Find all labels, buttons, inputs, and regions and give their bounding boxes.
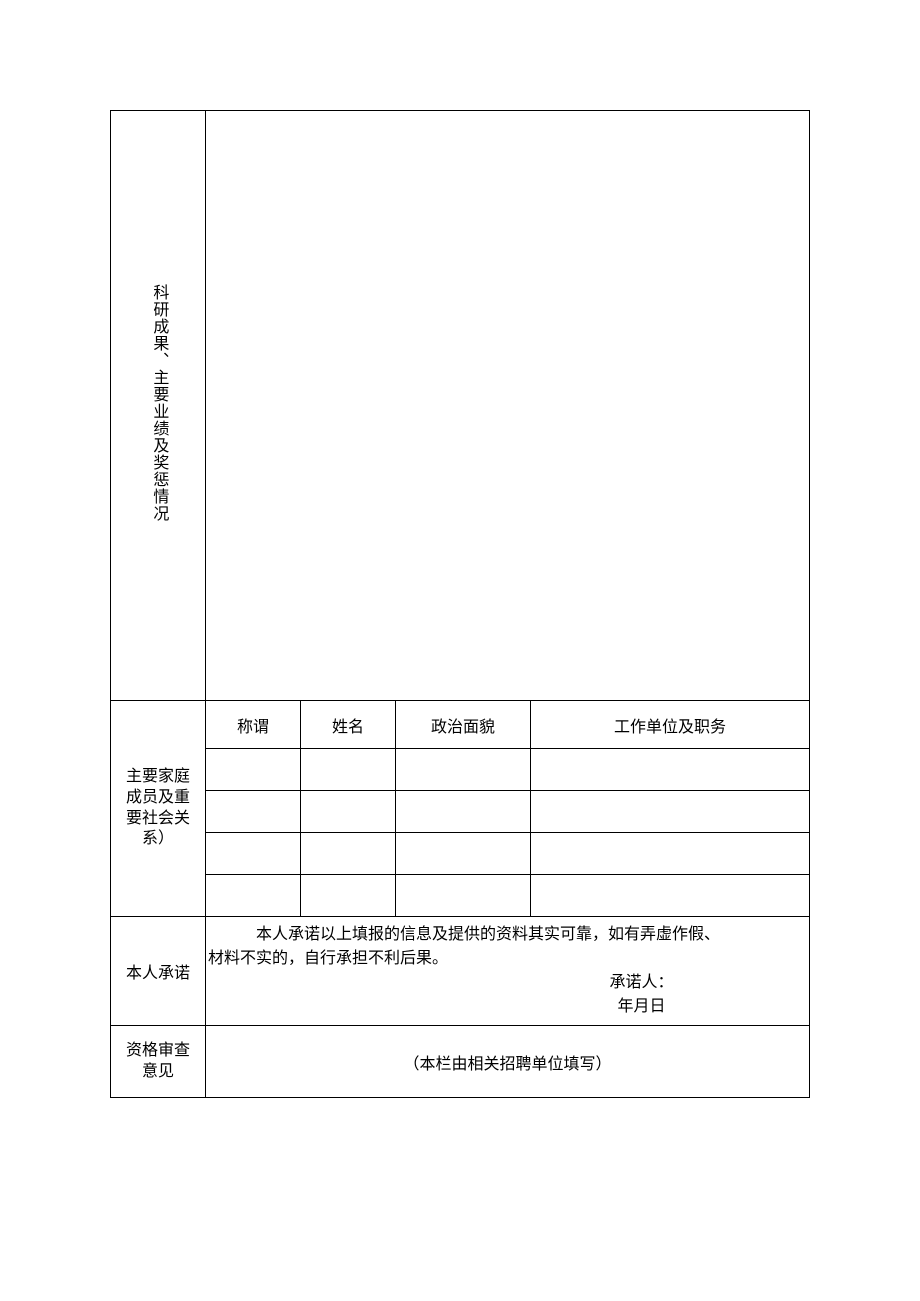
family-cell-title[interactable] <box>206 791 301 833</box>
family-cell-title[interactable] <box>206 833 301 875</box>
application-form-table: 科研成果、主要业绩及奖惩情况 主要家庭 成员及重 要社会关 系） 称谓 姓名 政… <box>110 110 810 1098</box>
family-cell-title[interactable] <box>206 749 301 791</box>
family-cell-name[interactable] <box>301 749 396 791</box>
review-label-line1: 资格审查 <box>113 1041 203 1062</box>
promise-text-line2: 材料不实的，自行承担不利后果。 <box>208 947 805 971</box>
family-cell-name[interactable] <box>301 875 396 917</box>
family-row <box>111 749 810 791</box>
family-cell-name[interactable] <box>301 791 396 833</box>
review-row: 资格审查 意见 （本栏由相关招聘单位填写） <box>111 1026 810 1098</box>
family-cell-work[interactable] <box>531 833 810 875</box>
research-content-cell[interactable] <box>206 111 810 701</box>
family-header-row: 主要家庭 成员及重 要社会关 系） 称谓 姓名 政治面貌 工作单位及职务 <box>111 701 810 749</box>
family-cell-name[interactable] <box>301 833 396 875</box>
research-label-cell: 科研成果、主要业绩及奖惩情况 <box>111 111 206 701</box>
family-header-work: 工作单位及职务 <box>531 701 810 749</box>
promise-row: 本人承诺 本人承诺以上填报的信息及提供的资料其实可靠，如有弄虚作假、 材料不实的… <box>111 917 810 1026</box>
review-label-line2: 意见 <box>113 1062 203 1083</box>
family-cell-political[interactable] <box>396 875 531 917</box>
family-cell-political[interactable] <box>396 749 531 791</box>
research-row: 科研成果、主要业绩及奖惩情况 <box>111 111 810 701</box>
family-row <box>111 791 810 833</box>
promise-signer-label: 承诺人： <box>208 971 805 995</box>
family-label-line2: 成员及重 <box>113 788 203 809</box>
review-label-cell: 资格审查 意见 <box>111 1026 206 1098</box>
family-cell-work[interactable] <box>531 791 810 833</box>
family-row <box>111 833 810 875</box>
promise-text-line1: 本人承诺以上填报的信息及提供的资料其实可靠，如有弄虚作假、 <box>208 923 805 947</box>
family-cell-political[interactable] <box>396 833 531 875</box>
family-label-line4: 系） <box>113 829 203 850</box>
family-cell-political[interactable] <box>396 791 531 833</box>
review-note-cell: （本栏由相关招聘单位填写） <box>206 1026 810 1098</box>
family-label-line1: 主要家庭 <box>113 767 203 788</box>
family-cell-work[interactable] <box>531 749 810 791</box>
family-header-political: 政治面貌 <box>396 701 531 749</box>
family-row <box>111 875 810 917</box>
research-label: 科研成果、主要业绩及奖惩情况 <box>148 284 169 522</box>
family-cell-work[interactable] <box>531 875 810 917</box>
family-cell-title[interactable] <box>206 875 301 917</box>
family-label-cell: 主要家庭 成员及重 要社会关 系） <box>111 701 206 917</box>
promise-label-cell: 本人承诺 <box>111 917 206 1026</box>
promise-content-cell: 本人承诺以上填报的信息及提供的资料其实可靠，如有弄虚作假、 材料不实的，自行承担… <box>206 917 810 1026</box>
family-header-name: 姓名 <box>301 701 396 749</box>
family-label-line3: 要社会关 <box>113 809 203 830</box>
family-header-title: 称谓 <box>206 701 301 749</box>
promise-date-label: 年月日 <box>208 995 805 1019</box>
